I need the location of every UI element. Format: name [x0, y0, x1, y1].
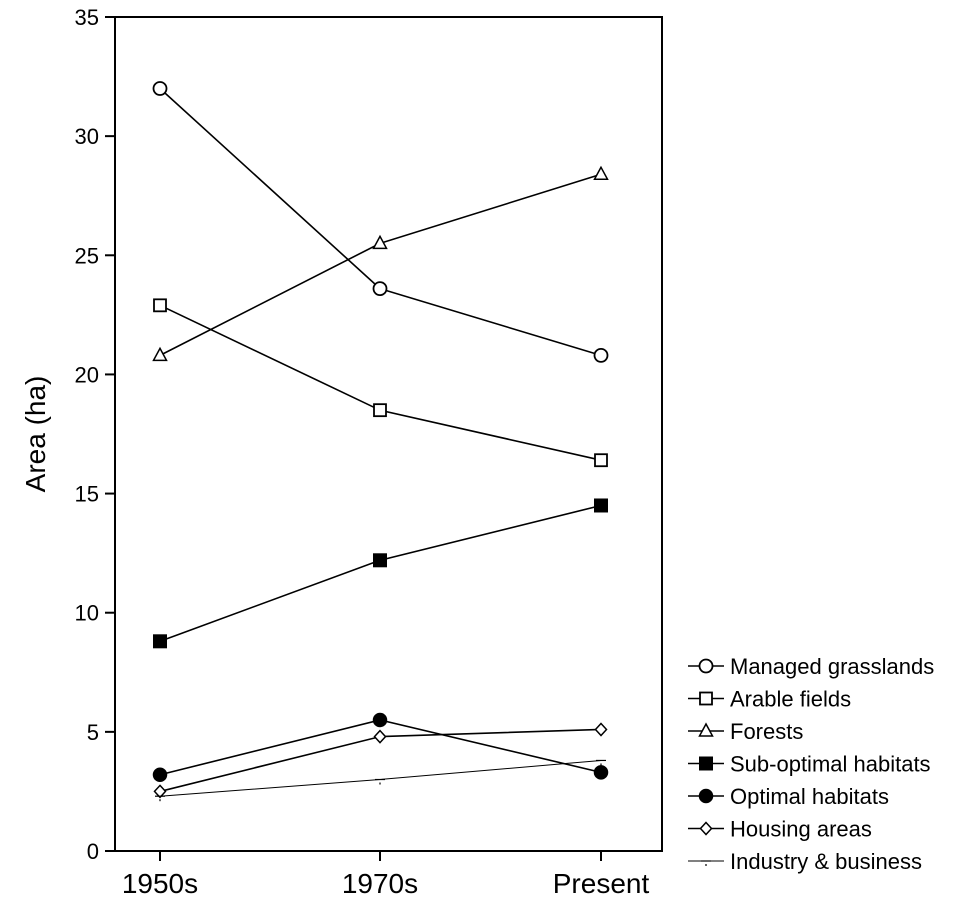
- legend-item: Arable fields: [688, 687, 851, 712]
- legend-marker: [698, 788, 714, 804]
- data-point: [593, 347, 609, 363]
- y-tick-label: 20: [75, 362, 99, 387]
- legend-marker: [698, 658, 714, 674]
- plot-frame: [114, 16, 663, 852]
- series-5: [152, 712, 609, 782]
- series-layer: [152, 81, 609, 802]
- data-point: [372, 281, 388, 297]
- data-point: [152, 81, 168, 96]
- series-line: [159, 759, 602, 797]
- x-tick-label: Present: [553, 868, 650, 899]
- y-tick-label: 5: [87, 720, 99, 745]
- legend-label: Housing areas: [730, 817, 872, 842]
- legend-marker: [699, 821, 713, 836]
- data-point: [152, 767, 168, 782]
- data-point: [152, 346, 168, 362]
- y-tick-label: 10: [75, 601, 99, 626]
- series-4: [153, 498, 608, 649]
- x-axis: 1950s 1970s Present: [122, 851, 650, 899]
- legend-label: Optimal habitats: [730, 784, 889, 809]
- data-point: [372, 712, 388, 728]
- series-line: [159, 173, 602, 357]
- y-axis: 0 5 10 15 20 25 30 35: [75, 5, 115, 864]
- data-point: [594, 498, 608, 513]
- data-point: [594, 453, 608, 468]
- series-line: [159, 87, 602, 357]
- legend-marker: [699, 756, 713, 771]
- legend-label: Managed grasslands: [730, 654, 934, 679]
- data-point: [373, 403, 387, 418]
- data-point: [594, 722, 608, 737]
- y-axis-label: Area (ha): [20, 376, 51, 493]
- y-tick-label: 35: [75, 5, 99, 30]
- legend-marker: [698, 722, 714, 737]
- series-1: [152, 81, 609, 363]
- legend-item: Industry & business: [688, 849, 922, 874]
- legend-item: Optimal habitats: [688, 784, 889, 809]
- series-line: [159, 304, 602, 461]
- legend-item: Housing areas: [688, 817, 872, 842]
- data-point: [373, 729, 387, 744]
- y-tick-label: 25: [75, 243, 99, 268]
- y-tick-label: 0: [87, 839, 99, 864]
- legend-marker: [699, 691, 713, 706]
- data-point: [593, 165, 609, 181]
- data-point: [153, 784, 167, 799]
- series-3: [152, 165, 609, 362]
- data-point: [373, 553, 387, 568]
- legend-label: Forests: [730, 719, 803, 744]
- x-tick-label: 1950s: [122, 868, 198, 899]
- legend-label: Industry & business: [730, 849, 922, 874]
- legend-item: Managed grasslands: [688, 654, 934, 679]
- data-point: [153, 298, 167, 313]
- legend-item: Forests: [688, 719, 803, 744]
- data-point: [372, 234, 388, 250]
- legend: Managed grasslands Arable fields Forests Su…: [688, 654, 934, 874]
- legend-label: Arable fields: [730, 687, 851, 712]
- x-tick-label: 1970s: [342, 868, 418, 899]
- series-2: [153, 298, 608, 468]
- data-point: [153, 634, 167, 649]
- y-tick-label: 30: [75, 124, 99, 149]
- series-6: [153, 722, 608, 799]
- data-point: [593, 765, 609, 780]
- legend-item: Sub-optimal habitats: [688, 752, 931, 777]
- series-line: [159, 504, 602, 643]
- legend-label: Sub-optimal habitats: [730, 752, 931, 777]
- series-7: [155, 759, 606, 802]
- y-tick-label: 15: [75, 482, 99, 507]
